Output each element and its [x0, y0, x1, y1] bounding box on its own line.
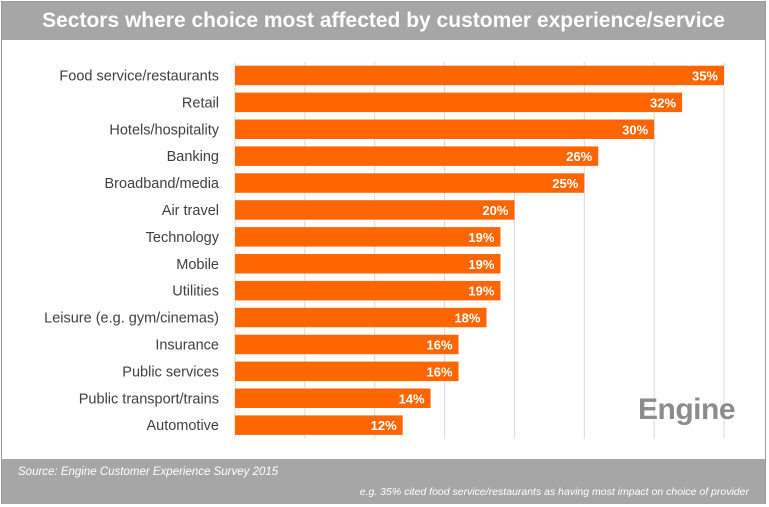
bar: [235, 334, 459, 355]
data-label: 19%: [468, 284, 494, 299]
category-label: Leisure (e.g. gym/cinemas): [44, 311, 219, 327]
title-bar: Sectors where choice most affected by cu…: [2, 2, 765, 40]
bar: [235, 92, 683, 113]
chart-title: Sectors where choice most affected by cu…: [42, 9, 725, 32]
data-label: 18%: [454, 311, 480, 326]
bar: [235, 65, 724, 86]
bar: [235, 146, 599, 166]
data-label: 16%: [427, 337, 453, 352]
bar: [235, 361, 459, 382]
category-label: Automotive: [146, 418, 219, 434]
category-label: Public transport/trains: [79, 391, 219, 407]
bar: [235, 119, 655, 139]
footnote-text: e.g. 35% cited food service/restaurants …: [359, 486, 749, 498]
category-label: Air travel: [162, 203, 219, 219]
category-label: Food service/restaurants: [59, 68, 219, 84]
bar: [235, 280, 501, 301]
engine-logo: Engine: [638, 393, 736, 426]
data-label: 12%: [371, 418, 397, 433]
category-label: Public services: [122, 364, 219, 380]
category-label: Broadband/media: [105, 176, 220, 192]
category-label: Insurance: [155, 337, 219, 353]
data-label: 30%: [622, 122, 648, 137]
category-label: Utilities: [172, 284, 219, 300]
bar: [235, 173, 585, 193]
data-label: 35%: [692, 68, 718, 83]
data-label: 16%: [427, 364, 453, 379]
footer-bar: Source: Engine Customer Experience Surve…: [2, 459, 765, 504]
category-label: Technology: [146, 230, 220, 246]
source-text: Source: Engine Customer Experience Surve…: [18, 466, 279, 478]
data-label: 20%: [482, 203, 508, 218]
category-label: Hotels/hospitality: [109, 122, 219, 138]
bar: [235, 254, 501, 274]
bar: [235, 227, 501, 247]
data-label: 14%: [399, 391, 425, 406]
bar: [235, 200, 515, 220]
bar: [235, 307, 487, 328]
data-label: 19%: [468, 257, 494, 272]
data-label: 19%: [468, 230, 494, 245]
bar: [235, 388, 431, 408]
category-label: Banking: [167, 149, 219, 165]
category-label: Retail: [182, 95, 219, 111]
bar: [235, 415, 403, 435]
data-label: 32%: [650, 95, 676, 110]
data-label: 25%: [552, 176, 578, 191]
category-label: Mobile: [176, 257, 219, 273]
data-label: 26%: [566, 149, 592, 164]
